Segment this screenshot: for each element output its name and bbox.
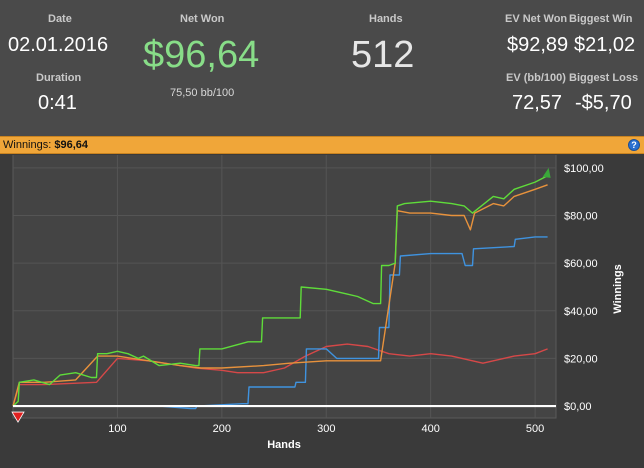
net-won-label: Net Won [180, 13, 225, 25]
y-tick-label: $40,00 [564, 306, 598, 318]
winnings-summary: Winnings: $96,64 [3, 139, 88, 151]
series-line-ev [12, 184, 548, 407]
biggest-win-label: Biggest Win [569, 13, 633, 25]
y-axis-title: Winnings [612, 264, 624, 313]
plot-area [12, 143, 557, 419]
x-tick-label: 200 [213, 423, 231, 435]
net-won-bb100: 75,50 bb/100 [170, 87, 235, 99]
y-tick-label: $20,00 [564, 353, 598, 365]
winnings-value: $96,64 [54, 139, 89, 151]
date-value: 02.01.2016 [8, 34, 109, 56]
y-tick-label: $60,00 [564, 258, 598, 270]
duration-value: 0:41 [38, 92, 77, 114]
x-tick-label: 100 [108, 423, 126, 435]
y-tick-label: $100,00 [564, 163, 604, 175]
date-label: Date [48, 13, 72, 25]
series-markers [11, 167, 551, 423]
hands-value: 512 [351, 34, 415, 76]
biggest-loss-label: Biggest Loss [569, 72, 639, 84]
x-tick-label: 500 [526, 423, 544, 435]
winnings-chart-svg: 100 200 300 400 500 $0,00$20,00$40,00$60,00$… [11, 143, 624, 451]
x-tick-label: 400 [422, 423, 440, 435]
ev-net-won-label: EV Net Won [505, 13, 568, 25]
x-axis-ticks: 100 200 300 400 500 [108, 423, 544, 435]
stats-panel: Date 02.01.2016 Duration 0:41 Net Won $9… [0, 0, 644, 136]
series-line-non-showdown [12, 343, 548, 407]
help-icon[interactable]: ? [628, 139, 640, 151]
x-tick-label: 300 [317, 423, 335, 435]
ev-bb100-label: EV (bb/100) [506, 72, 566, 84]
hands-label: Hands [369, 13, 403, 25]
duration-label: Duration [36, 72, 82, 84]
y-tick-label: $0,00 [564, 401, 592, 413]
net-won-value: $96,64 [143, 34, 260, 76]
winnings-label: Winnings: [3, 139, 52, 151]
biggest-win-value: $21,02 [574, 34, 636, 56]
x-axis-title: Hands [267, 439, 301, 451]
winnings-chart: 100 200 300 400 500 $0,00 $20,00 $40,00 $60,00 $… [0, 143, 644, 468]
start-marker [11, 411, 25, 423]
y-tick-label: $80,00 [564, 210, 598, 222]
ev-net-won-value: $92,89 [507, 34, 569, 56]
end-marker [542, 167, 551, 178]
series-line-showdown [13, 236, 548, 410]
winnings-bar: Winnings: $96,64 ? [0, 136, 644, 154]
series-line-net-won [12, 175, 548, 407]
biggest-loss-value: -$5,70 [575, 92, 632, 114]
ev-bb100-value: 72,57 [512, 92, 563, 114]
y-axis-ticks: $0,00 $20,00 $40,00 $60,00 $80,00 $100,00 [564, 163, 604, 413]
series-lines [12, 175, 556, 410]
